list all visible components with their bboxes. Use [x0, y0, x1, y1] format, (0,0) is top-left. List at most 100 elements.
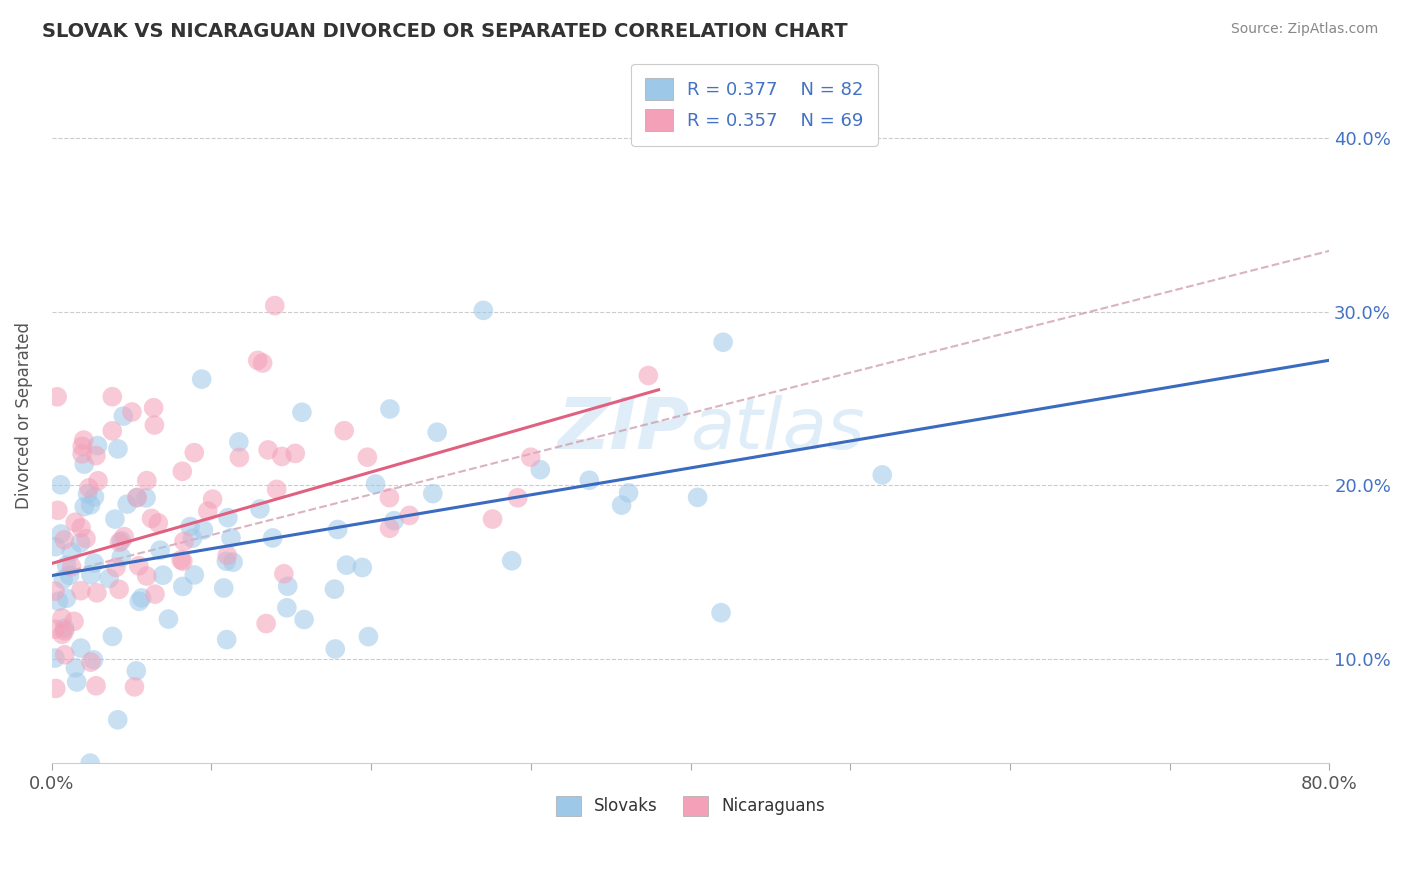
Point — [104, 512, 127, 526]
Point — [356, 450, 378, 465]
Point — [333, 424, 356, 438]
Point — [149, 543, 172, 558]
Point — [323, 642, 346, 657]
Text: Source: ZipAtlas.com: Source: ZipAtlas.com — [1230, 22, 1378, 37]
Point — [710, 606, 733, 620]
Text: atlas: atlas — [690, 395, 865, 464]
Point — [179, 519, 201, 533]
Point — [73, 433, 96, 447]
Point — [263, 299, 285, 313]
Point — [80, 567, 103, 582]
Point — [172, 579, 194, 593]
Point — [48, 594, 70, 608]
Point — [135, 474, 157, 488]
Point — [335, 558, 357, 573]
Point — [124, 680, 146, 694]
Point — [125, 491, 148, 505]
Point — [217, 549, 239, 563]
Point — [84, 449, 107, 463]
Point — [152, 568, 174, 582]
Text: SLOVAK VS NICARAGUAN DIVORCED OR SEPARATED CORRELATION CHART: SLOVAK VS NICARAGUAN DIVORCED OR SEPARAT… — [42, 22, 848, 41]
Point — [83, 653, 105, 667]
Point — [55, 558, 77, 573]
Point — [872, 467, 894, 482]
Point — [110, 533, 132, 548]
Point — [52, 572, 75, 586]
Point — [249, 502, 271, 516]
Point — [70, 521, 93, 535]
Point — [45, 540, 67, 554]
Point — [65, 661, 87, 675]
Point — [141, 511, 163, 525]
Point — [217, 510, 239, 524]
Point — [364, 477, 387, 491]
Point — [73, 457, 96, 471]
Point — [44, 622, 66, 636]
Point — [357, 630, 380, 644]
Point — [506, 491, 529, 505]
Point — [212, 581, 235, 595]
Point — [143, 587, 166, 601]
Point — [49, 527, 72, 541]
Point — [148, 516, 170, 530]
Point — [637, 368, 659, 383]
Point — [326, 523, 349, 537]
Point — [128, 594, 150, 608]
Point — [107, 713, 129, 727]
Point — [101, 424, 124, 438]
Point — [70, 583, 93, 598]
Point — [284, 446, 307, 460]
Point — [51, 627, 73, 641]
Legend: Slovaks, Nicaraguans: Slovaks, Nicaraguans — [547, 788, 834, 824]
Point — [519, 450, 541, 465]
Point — [143, 417, 166, 432]
Point — [378, 401, 401, 416]
Point — [529, 463, 551, 477]
Point — [112, 530, 135, 544]
Point — [277, 579, 299, 593]
Point — [422, 486, 444, 500]
Point — [291, 405, 314, 419]
Point — [215, 632, 238, 647]
Point — [83, 490, 105, 504]
Point — [101, 390, 124, 404]
Point — [262, 531, 284, 545]
Point — [193, 523, 215, 537]
Point — [70, 439, 93, 453]
Point — [472, 303, 495, 318]
Point — [79, 756, 101, 771]
Point — [257, 442, 280, 457]
Y-axis label: Divorced or Separated: Divorced or Separated — [15, 322, 32, 509]
Point — [86, 439, 108, 453]
Point — [172, 464, 194, 478]
Point — [63, 615, 86, 629]
Point — [77, 481, 100, 495]
Point — [686, 491, 709, 505]
Point — [105, 560, 128, 574]
Point — [44, 651, 66, 665]
Point — [201, 492, 224, 507]
Point — [53, 624, 76, 638]
Point — [323, 582, 346, 596]
Point — [135, 491, 157, 505]
Point — [115, 497, 138, 511]
Point — [51, 611, 73, 625]
Point — [131, 591, 153, 605]
Point — [228, 450, 250, 465]
Point — [501, 554, 523, 568]
Point — [121, 405, 143, 419]
Point — [481, 512, 503, 526]
Point — [46, 503, 69, 517]
Point — [398, 508, 420, 523]
Point — [378, 491, 401, 505]
Point — [128, 558, 150, 573]
Point — [135, 569, 157, 583]
Point — [610, 498, 633, 512]
Point — [55, 591, 77, 606]
Point — [87, 474, 110, 488]
Point — [60, 559, 83, 574]
Point — [75, 532, 97, 546]
Point — [426, 425, 449, 440]
Point — [73, 500, 96, 514]
Point — [44, 584, 66, 599]
